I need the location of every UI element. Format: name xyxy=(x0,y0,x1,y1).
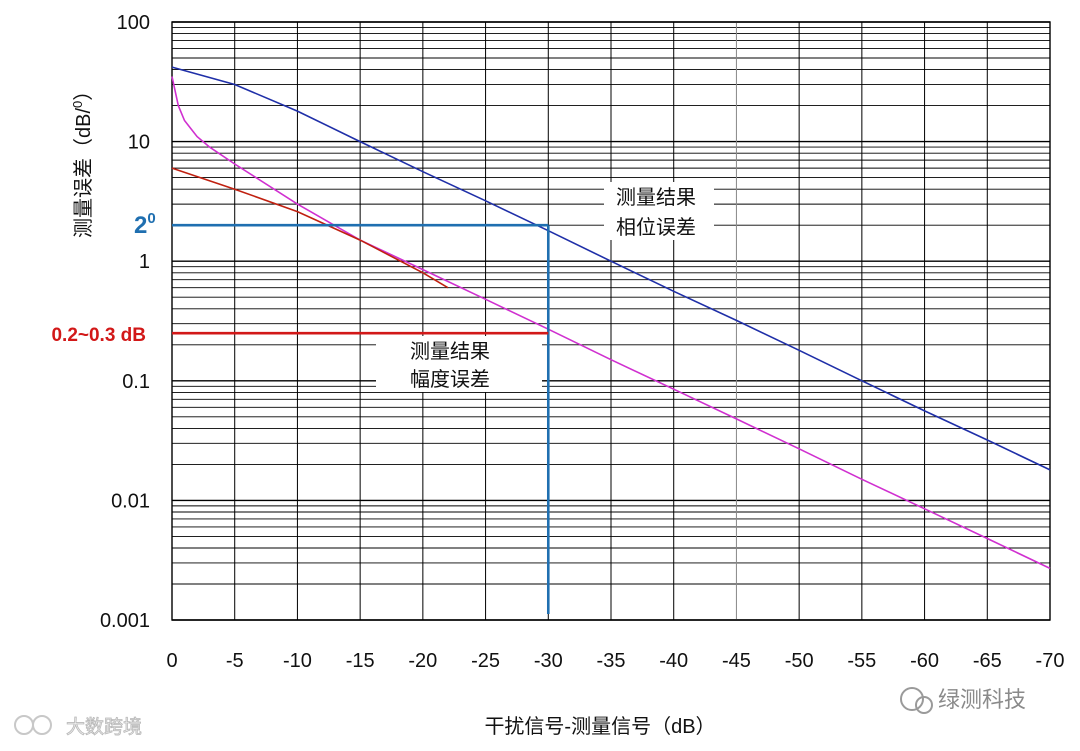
x-tick-label: -25 xyxy=(471,650,500,672)
y-tick-label: 100 xyxy=(117,12,150,34)
x-tick-label: -55 xyxy=(847,650,876,672)
y-tick-label: 0.001 xyxy=(100,610,150,632)
y-tick-label: 10 xyxy=(128,132,150,154)
x-tick-label: -10 xyxy=(283,650,312,672)
y-axis-title: 测量误差（dB/0） xyxy=(70,81,95,238)
x-tick-label: -65 xyxy=(973,650,1002,672)
watermark-logo-icon xyxy=(14,715,34,735)
x-tick-label: 0 xyxy=(166,650,177,672)
x-tick-label: -70 xyxy=(1036,650,1065,672)
amplitude-label-line-2: 幅度误差 xyxy=(410,368,490,391)
x-tick-label: -45 xyxy=(722,650,751,672)
series-line-1 xyxy=(171,66,1051,471)
x-tick-label: -20 xyxy=(408,650,437,672)
x-tick-label: -5 xyxy=(226,650,244,672)
x-tick-label: -40 xyxy=(659,650,688,672)
phase-label-line-1: 测量结果 xyxy=(616,186,696,209)
wechat-icon-small xyxy=(915,696,933,714)
amplitude-error-annotation: 0.2~0.3 dB xyxy=(51,325,146,346)
amplitude-label-line-1: 测量结果 xyxy=(410,340,490,363)
x-tick-label: -35 xyxy=(597,650,626,672)
watermark-logo-icon xyxy=(32,715,52,735)
x-tick-label: -30 xyxy=(534,650,563,672)
x-tick-label: -15 xyxy=(346,650,375,672)
series-line-2 xyxy=(171,76,1051,570)
y-tick-label: 1 xyxy=(139,251,150,273)
plot-frame xyxy=(171,21,1051,621)
wechat-icon xyxy=(900,687,924,711)
watermark-left: 大数跨境 xyxy=(66,716,142,738)
watermark-right: 绿测科技 xyxy=(938,687,1026,712)
x-tick-label: -60 xyxy=(910,650,939,672)
x-tick-label: -50 xyxy=(785,650,814,672)
label-bg-amplitude xyxy=(376,336,542,392)
phase-error-annotation: 20 xyxy=(134,210,156,239)
phase-label-line-2: 相位误差 xyxy=(616,216,696,239)
x-axis-title: 干扰信号-测量信号（dB） xyxy=(484,715,715,738)
label-bg-phase xyxy=(604,182,714,240)
y-tick-label: 0.1 xyxy=(122,371,150,393)
y-tick-label: 0.01 xyxy=(111,490,150,512)
series-line-3 xyxy=(171,167,449,289)
